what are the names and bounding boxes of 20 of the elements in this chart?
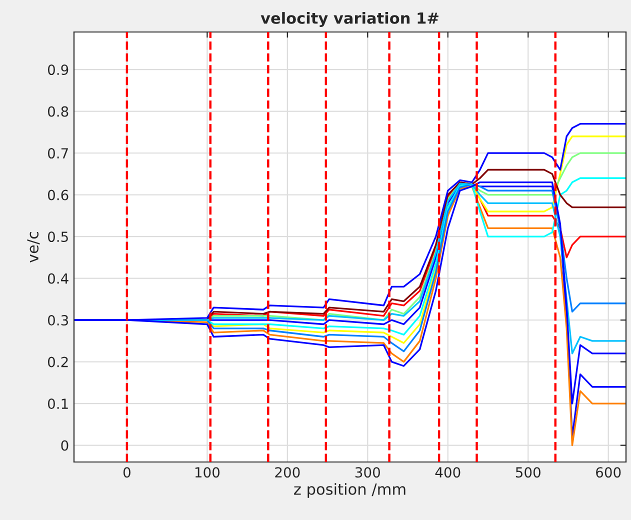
- y-tick-label: 0.4: [48, 273, 68, 284]
- chart-title: velocity variation 1#: [260, 12, 438, 27]
- y-axis-title: ve/c: [27, 232, 40, 263]
- x-tick-label: 500: [516, 467, 540, 478]
- x-tick-label: 100: [195, 467, 220, 478]
- x-tick-label: 600: [596, 467, 621, 478]
- x-tick-label: 200: [275, 467, 300, 478]
- x-tick-label: 0: [123, 467, 130, 478]
- y-tick-label: 0.9: [48, 64, 68, 76]
- y-tick-label: 0.8: [48, 106, 68, 117]
- y-tick-label: 0: [61, 440, 68, 451]
- x-tick-label: 300: [355, 467, 380, 478]
- y-tick-label: 0.1: [48, 398, 68, 410]
- y-tick-label: 0.6: [48, 190, 68, 200]
- x-tick-label: 400: [435, 467, 460, 478]
- x-axis-title: z position /mm: [294, 483, 406, 498]
- y-tick-label: 0.5: [48, 232, 68, 242]
- y-tick-label: 0.7: [48, 148, 68, 159]
- y-tick-label: 0.2: [48, 356, 68, 368]
- y-tick-label: 0.3: [48, 315, 68, 326]
